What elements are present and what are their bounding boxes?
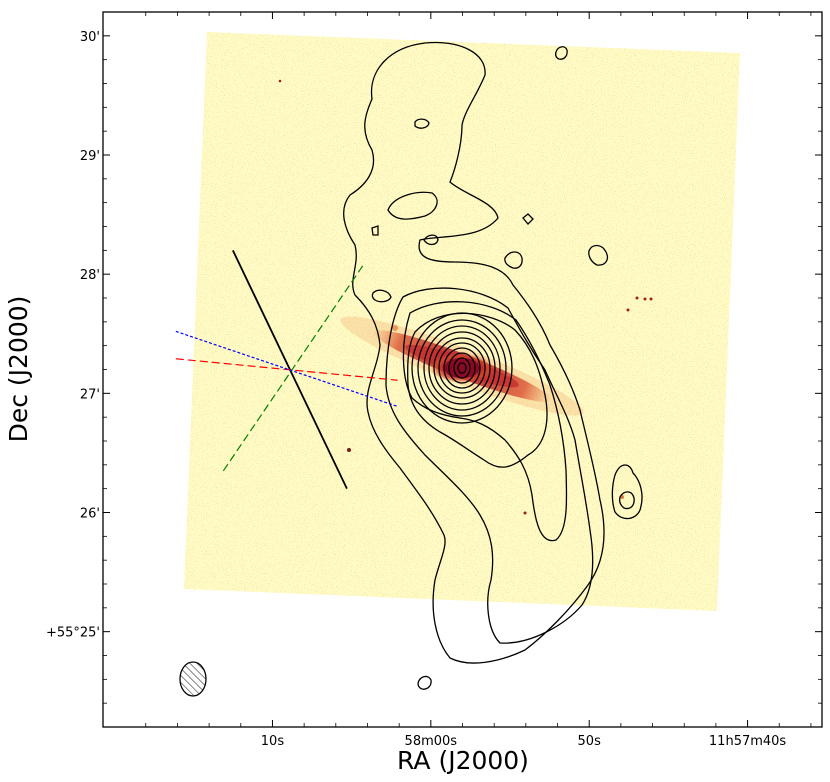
y-tick-label: +55°25' <box>46 626 100 641</box>
contour-3 <box>402 301 568 542</box>
x-axis-label: RA (J2000) <box>397 746 529 775</box>
contour-island-9 <box>371 289 392 303</box>
contour-island-3 <box>554 46 568 60</box>
contour-inner-rings <box>411 312 513 424</box>
reference-line-dotted-3 <box>175 330 398 408</box>
contour-2 <box>385 287 594 644</box>
contour-island-4 <box>522 213 534 225</box>
y-tick-label: 27' <box>80 387 100 402</box>
axis-ticks: 10s 58m00s 50s 11h57m40s +55°25' 26' 27' 28' 29'… <box>46 12 822 749</box>
contour-island-7 <box>504 251 523 269</box>
contour-island-11 <box>618 491 635 510</box>
x-tick-label: 58m00s <box>405 734 458 749</box>
contour-outer <box>343 41 605 664</box>
contour-4 <box>407 312 548 468</box>
contour-island-8 <box>588 244 609 266</box>
contour-island-6 <box>423 234 439 246</box>
y-tick-label: 29' <box>80 149 100 164</box>
reference-lines <box>175 249 398 490</box>
y-tick-label: 26' <box>80 507 100 522</box>
contour-island-10 <box>611 464 643 520</box>
reference-line-dashed-1 <box>222 265 364 472</box>
contour-island-5 <box>371 225 379 236</box>
y-axis-label: Dec (J2000) <box>4 296 33 443</box>
beam-ellipse <box>179 661 207 697</box>
y-tick-label: 30' <box>80 30 100 45</box>
x-tick-label: 10s <box>261 734 285 749</box>
contour-island-1 <box>387 191 438 220</box>
radio-contours <box>343 41 643 690</box>
x-tick-label: 11h57m40s <box>709 734 787 749</box>
galaxy-emission <box>278 79 653 515</box>
image-noise <box>184 32 740 611</box>
contour-island-12 <box>417 675 432 690</box>
contour-island-2 <box>414 118 430 129</box>
y-tick-label: 28' <box>80 268 100 283</box>
x-tick-label: 50s <box>578 734 602 749</box>
